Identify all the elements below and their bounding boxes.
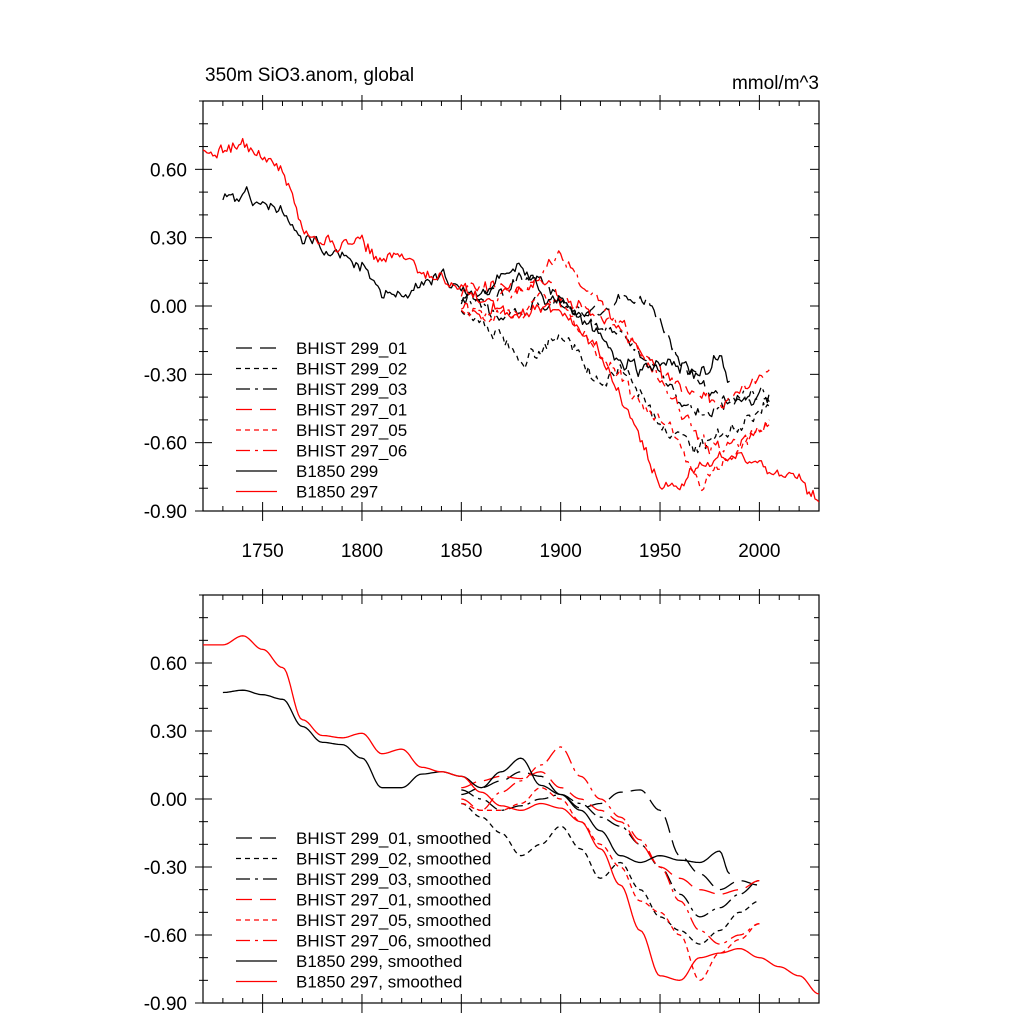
legend-label: BHIST 297_06, smoothed [296,932,491,951]
legend-label: BHIST 299_03 [296,380,407,399]
y-tick-label: 0.30 [150,722,187,743]
y-tick-label: -0.30 [144,858,187,879]
y-tick-label: 0.00 [150,790,187,811]
y-tick-label: -0.60 [144,434,187,455]
bottom-panel: 0.60 0.30 0.00 -0.30 -0.60 -0.90 BHIST 299_01,… [144,589,820,1015]
x-tick-label: 1800 [341,541,383,562]
series-line [461,771,760,895]
legend-label: BHIST 299_01 [296,339,407,358]
legend-label: B1850 297, smoothed [296,973,462,992]
y-tick-label: -0.30 [144,365,187,386]
chart-title: 350m SiO3.anom, global [205,65,414,86]
legend-label: BHIST 299_02, smoothed [296,850,491,869]
series-line [461,787,760,981]
legend-label: BHIST 299_03, smoothed [296,870,491,889]
legend-label: B1850 297 [296,483,378,502]
series-group [203,635,819,995]
y-tick-label: -0.90 [144,994,187,1015]
x-tick-label: 1950 [639,541,681,562]
legend-label: B1850 299, smoothed [296,952,462,971]
x-tick-label: 1850 [440,541,482,562]
series-line [222,689,731,875]
legend-label: BHIST 297_06 [296,442,407,461]
y-tick-label: 0.60 [150,160,187,181]
legend: BHIST 299_01, smoothed BHIST 299_02, smoo… [236,829,491,992]
series-group [203,137,819,503]
legend-label: BHIST 299_01, smoothed [296,829,491,848]
legend-label: BHIST 297_01 [296,401,407,420]
series-line [461,802,760,945]
y-tick-label: -0.60 [144,926,187,947]
legend-label: B1850 299 [296,462,378,481]
series-line [461,771,760,891]
y-tick-label: 0.30 [150,229,187,250]
legend-label: BHIST 297_05 [296,421,407,440]
series-line [460,278,770,409]
series-line [203,137,819,503]
top-panel: 0.60 0.30 0.00 -0.30 -0.60 -0.90 1750 1800 1850 1… [144,65,820,562]
legend-label: BHIST 297_05, smoothed [296,911,491,930]
series-line [460,296,770,418]
legend-label: BHIST 299_02 [296,360,407,379]
series-line [460,250,770,456]
x-tick-label: 1900 [540,541,582,562]
series-line [460,310,770,455]
x-tick-label: 2000 [738,541,780,562]
series-line [460,291,770,492]
y-tick-label: 0.00 [150,297,187,318]
series-line [460,272,770,408]
y-tick-label: -0.90 [144,502,187,523]
x-tick-label: 1750 [241,541,283,562]
series-line [461,746,760,945]
units-label: mmol/m^3 [732,73,819,94]
legend-label: BHIST 297_01, smoothed [296,891,491,910]
y-tick-label: 0.60 [150,654,187,675]
series-line [203,635,819,995]
